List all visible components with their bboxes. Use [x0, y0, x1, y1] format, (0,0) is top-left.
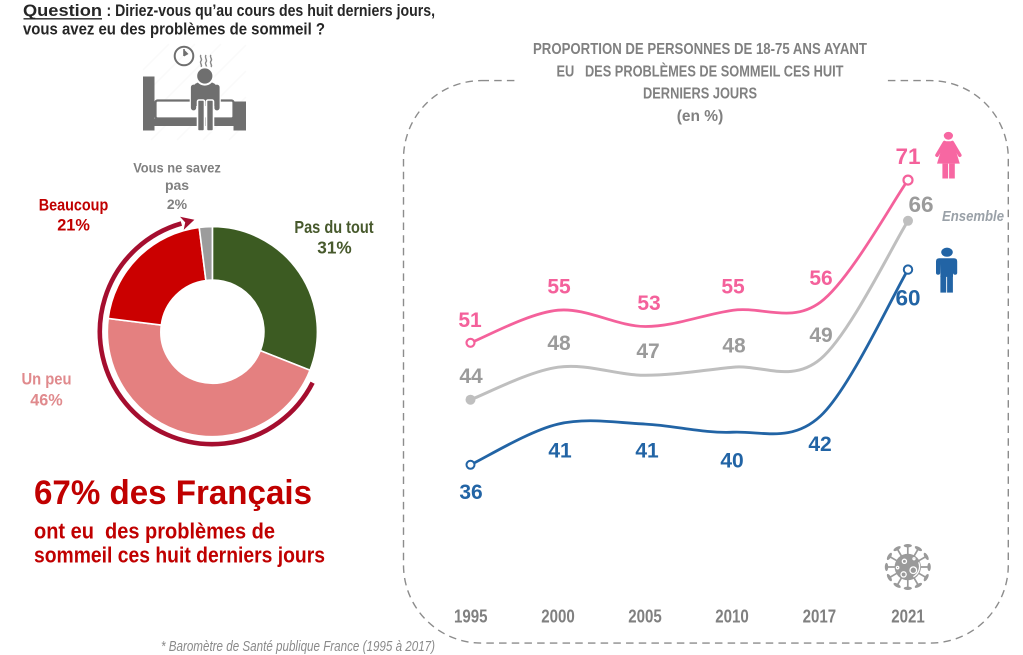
svg-text:55: 55	[547, 276, 571, 299]
svg-text:1995: 1995	[454, 605, 488, 626]
svg-text:Beaucoup: Beaucoup	[39, 196, 109, 214]
svg-text:DERNIERS JOURS: DERNIERS JOURS	[643, 86, 757, 103]
svg-text:53: 53	[637, 292, 660, 315]
svg-text:47: 47	[636, 340, 659, 363]
svg-text:EU DES PROBLÈMES DE SOMMEIL: EU DES PROBLÈMES DE SOMMEIL CES HUIT	[557, 63, 844, 80]
svg-text:71: 71	[895, 144, 920, 169]
svg-text:48: 48	[722, 334, 746, 357]
svg-text:Pas du tout: Pas du tout	[294, 217, 373, 237]
svg-text:41: 41	[548, 440, 572, 463]
svg-text:sommeil ces huit derniers jour: sommeil ces huit derniers jours	[34, 543, 325, 568]
svg-text:44: 44	[459, 365, 483, 388]
svg-text:21%: 21%	[57, 217, 90, 235]
svg-text:ont eu des problèmes de: ont eu des problèmes de	[34, 519, 275, 544]
svg-text:pas: pas	[165, 177, 189, 193]
svg-text:66: 66	[908, 192, 933, 217]
svg-text:49: 49	[809, 324, 832, 347]
svg-text:2017: 2017	[803, 605, 837, 626]
svg-text:67% des Français: 67% des Français	[34, 474, 312, 512]
svg-text:2000: 2000	[541, 605, 575, 626]
svg-text:vous avez eu des problèmes de: vous avez eu des problèmes de sommeil ?	[23, 20, 325, 38]
svg-text:41: 41	[635, 440, 659, 463]
svg-text:55: 55	[721, 276, 745, 299]
svg-text:48: 48	[547, 332, 571, 355]
svg-text:36: 36	[459, 481, 482, 504]
svg-text:2010: 2010	[715, 605, 749, 626]
svg-text:(en %): (en %)	[677, 108, 724, 125]
svg-text:42: 42	[808, 433, 831, 456]
svg-text:2005: 2005	[628, 605, 662, 626]
svg-text:Vous ne savez: Vous ne savez	[133, 160, 221, 176]
svg-text:60: 60	[895, 285, 920, 310]
svg-text:Ensemble: Ensemble	[942, 209, 1004, 225]
svg-text:2021: 2021	[891, 605, 925, 626]
svg-text:40: 40	[720, 450, 743, 473]
svg-text:PROPORTION DE PERSONNES DE 18-: PROPORTION DE PERSONNES DE 18-75 ANS AYA…	[533, 41, 867, 58]
svg-text:: Diriez-vous qu’au cours des: : Diriez-vous qu’au cours des huit derni…	[107, 2, 436, 20]
svg-text:56: 56	[809, 267, 832, 290]
svg-text:Question: Question	[23, 2, 102, 20]
svg-text:31%: 31%	[317, 237, 351, 257]
svg-text:* Baromètre de Santé publique: * Baromètre de Santé publique France (19…	[161, 639, 435, 655]
svg-text:2%: 2%	[167, 196, 188, 212]
svg-text:46%: 46%	[30, 392, 62, 410]
svg-text:51: 51	[458, 309, 482, 332]
svg-text:Un peu: Un peu	[22, 371, 72, 389]
